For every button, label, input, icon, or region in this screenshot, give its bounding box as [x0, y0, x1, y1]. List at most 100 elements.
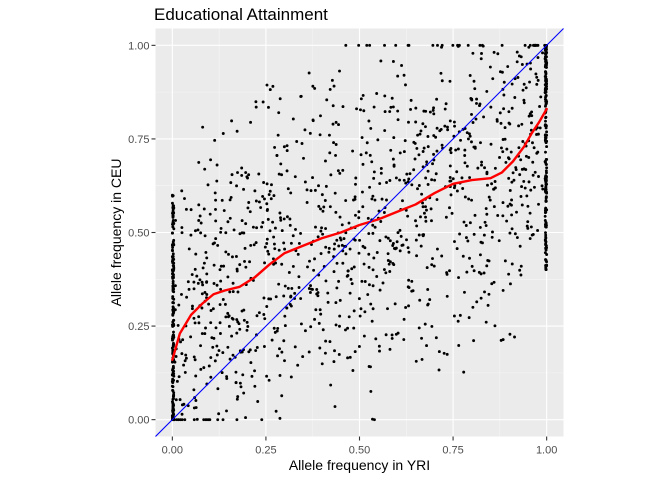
- data-point: [240, 166, 244, 170]
- data-point: [475, 97, 479, 101]
- data-point: [251, 225, 255, 229]
- data-point: [432, 264, 436, 268]
- data-point: [338, 171, 342, 175]
- data-point: [531, 141, 534, 145]
- data-point: [485, 170, 489, 174]
- data-point: [400, 64, 404, 67]
- data-point: [180, 189, 184, 193]
- data-point: [499, 121, 503, 125]
- data-point: [526, 220, 530, 224]
- data-point: [472, 269, 476, 273]
- data-point: [272, 262, 276, 266]
- data-point: [227, 252, 230, 256]
- data-point: [328, 87, 332, 91]
- data-point: [333, 405, 337, 409]
- data-point: [218, 303, 222, 307]
- data-point: [269, 297, 273, 301]
- data-point: [543, 219, 547, 222]
- data-point: [392, 246, 396, 250]
- data-point: [414, 359, 418, 363]
- data-point: [360, 136, 364, 139]
- data-point: [242, 187, 246, 191]
- data-point: [201, 125, 205, 129]
- data-point: [263, 317, 267, 321]
- data-point: [480, 51, 483, 55]
- data-point: [396, 118, 400, 122]
- data-point: [468, 132, 471, 136]
- data-point: [510, 180, 514, 184]
- data-point: [532, 146, 536, 150]
- data-point: [528, 112, 532, 116]
- data-point: [288, 217, 292, 221]
- data-point: [303, 329, 307, 333]
- data-point: [172, 257, 176, 261]
- data-point: [544, 169, 548, 173]
- data-point: [543, 136, 547, 140]
- y-tick-label: 0.25: [128, 321, 149, 333]
- data-point: [171, 406, 175, 410]
- data-point: [314, 308, 318, 312]
- data-point: [408, 172, 412, 176]
- data-point: [543, 65, 547, 69]
- data-point: [299, 322, 303, 326]
- data-point: [430, 324, 434, 328]
- data-point: [208, 418, 212, 422]
- data-point: [449, 193, 453, 197]
- data-point: [463, 148, 467, 152]
- data-point: [506, 204, 510, 208]
- data-point: [383, 94, 387, 98]
- data-point: [221, 351, 225, 355]
- data-point: [425, 208, 428, 212]
- data-point: [231, 290, 235, 294]
- data-point: [543, 160, 547, 164]
- data-point: [254, 349, 258, 352]
- data-point: [522, 82, 526, 86]
- data-point: [262, 181, 266, 184]
- data-point: [381, 281, 385, 285]
- data-point: [203, 234, 207, 238]
- data-point: [370, 319, 374, 323]
- data-point: [370, 197, 374, 201]
- data-point: [472, 339, 476, 343]
- data-point: [415, 254, 419, 258]
- data-point: [404, 181, 408, 185]
- data-point: [545, 133, 549, 137]
- data-point: [268, 88, 272, 92]
- data-point: [354, 182, 357, 186]
- data-point: [484, 320, 488, 324]
- data-point: [379, 167, 383, 170]
- data-point: [456, 319, 460, 323]
- data-point: [339, 238, 343, 242]
- y-axis: 0.00 0.25 0.50 0.75 1.00: [128, 40, 156, 427]
- data-point: [367, 365, 371, 368]
- data-point: [363, 310, 367, 314]
- data-point: [486, 259, 490, 262]
- data-point: [378, 239, 382, 243]
- data-point: [318, 346, 322, 350]
- data-point: [214, 207, 217, 211]
- data-point: [478, 104, 481, 108]
- data-point: [470, 140, 473, 144]
- data-point: [422, 211, 426, 215]
- data-point: [471, 51, 475, 55]
- data-point: [416, 133, 420, 137]
- data-point: [171, 225, 175, 229]
- data-point: [200, 306, 204, 310]
- data-point: [398, 249, 402, 253]
- data-point: [283, 284, 287, 288]
- data-point: [229, 181, 233, 185]
- data-point: [544, 162, 548, 166]
- data-point: [333, 349, 336, 353]
- data-point: [293, 345, 297, 349]
- data-point: [228, 216, 232, 220]
- data-point: [202, 366, 206, 370]
- data-point: [319, 229, 323, 233]
- data-point: [171, 276, 175, 280]
- data-point: [275, 329, 279, 333]
- data-point: [327, 250, 331, 254]
- data-point: [236, 290, 240, 294]
- data-point: [498, 111, 502, 115]
- data-point: [283, 247, 287, 251]
- data-point: [424, 109, 428, 113]
- data-point: [544, 181, 548, 185]
